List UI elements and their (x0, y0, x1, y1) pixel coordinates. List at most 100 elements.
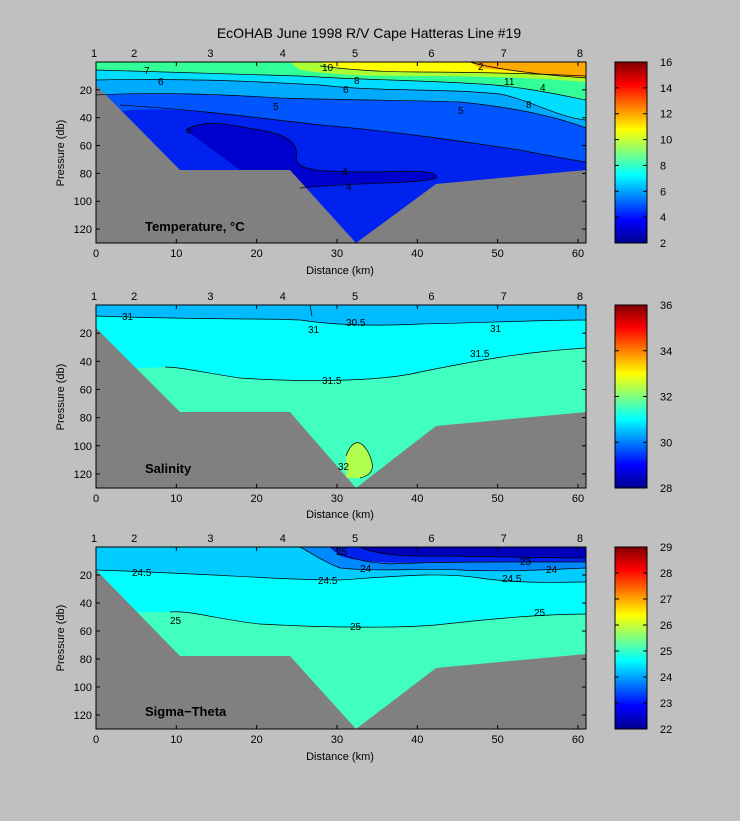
station-label: 3 (207, 48, 213, 60)
colorbar-tick-label: 36 (660, 300, 672, 312)
station-label: 6 (428, 291, 434, 303)
sigma-theta-contour-label: 24 (546, 565, 558, 576)
y-tick-label: 40 (80, 598, 92, 610)
colorbar-tick-label: 10 (660, 135, 672, 147)
station-label: 5 (352, 48, 358, 60)
station-label: 2 (131, 48, 137, 60)
colorbar-tick-label: 14 (660, 83, 672, 95)
sigma-theta-colorbar-ticks: 22 23 24 25 26 27 28 29 (615, 542, 672, 736)
station-label: 7 (501, 48, 507, 60)
salinity-x-ticks: 0 10 20 30 40 50 60 (93, 305, 584, 505)
station-label: 1 (91, 48, 97, 60)
colorbar-tick-label: 2 (660, 238, 666, 250)
temperature-y-axis-label: Pressure (db) (55, 120, 67, 187)
colorbar-tick-label: 4 (660, 212, 666, 224)
temperature-colorbar (614, 61, 648, 244)
y-tick-label: 80 (80, 654, 92, 666)
station-label: 1 (91, 291, 97, 303)
x-tick-label: 0 (93, 493, 99, 505)
y-tick-label: 100 (74, 196, 92, 208)
salinity-station-labels: 1 2 3 4 5 6 7 8 (91, 291, 583, 303)
station-label: 7 (501, 291, 507, 303)
temperature-seafloor (96, 85, 586, 243)
sigma-theta-x-axis-label: Distance (km) (306, 751, 374, 763)
temperature-axes-frame (95, 61, 587, 244)
station-label: 6 (428, 48, 434, 60)
temperature-contour-label: 7 (144, 66, 150, 77)
x-tick-label: 20 (251, 734, 263, 746)
colorbar-tick-label: 26 (660, 620, 672, 632)
colorbar-tick-label: 34 (660, 346, 672, 358)
station-label: 3 (207, 533, 213, 545)
salinity-axes-frame (95, 304, 587, 489)
sigma-theta-contour-label: 25 (534, 608, 546, 619)
x-tick-label: 30 (331, 734, 343, 746)
station-label: 5 (352, 533, 358, 545)
x-tick-label: 40 (411, 734, 423, 746)
x-tick-label: 50 (492, 734, 504, 746)
sigma-theta-contour-label: 25 (336, 547, 348, 558)
station-label: 8 (577, 291, 583, 303)
colorbar-tick-label: 29 (660, 542, 672, 554)
temperature-contour-label: 8 (526, 100, 532, 111)
sigma-theta-contour-label: 25 (170, 616, 182, 627)
sigma-theta-panel-label: Sigma−Theta (145, 704, 227, 719)
sigma-theta-y-axis-label: Pressure (db) (55, 605, 67, 672)
y-tick-label: 60 (80, 626, 92, 638)
panel-salinity: 31 31 30.5 31 31.5 31.5 32 Salinity 0 10 2… (55, 291, 672, 521)
colorbar-tick-label: 28 (660, 483, 672, 495)
sigma-theta-contour-label: 24.5 (318, 576, 338, 587)
x-tick-label: 60 (572, 734, 584, 746)
y-tick-label: 80 (80, 168, 92, 180)
y-tick-label: 60 (80, 384, 92, 396)
salinity-field (95, 304, 587, 488)
salinity-y-axis-label: Pressure (db) (55, 364, 67, 431)
salinity-x-axis-label: Distance (km) (306, 509, 374, 521)
colorbar-tick-label: 16 (660, 57, 672, 69)
x-tick-label: 30 (331, 493, 343, 505)
temperature-panel-label: Temperature, °C (145, 219, 245, 234)
x-tick-label: 10 (170, 493, 182, 505)
y-tick-label: 100 (74, 682, 92, 694)
salinity-colorbar-ticks: 28 30 32 34 36 (615, 300, 672, 495)
temperature-contour-label: 5 (273, 102, 279, 113)
colorbar-tick-label: 8 (660, 160, 666, 172)
y-tick-label: 120 (74, 710, 92, 722)
y-tick-label: 20 (80, 85, 92, 97)
temperature-contour-label: 5 (458, 106, 464, 117)
temperature-contour-label: 2 (478, 62, 484, 73)
sigma-theta-station-labels: 1 2 3 4 5 6 7 8 (91, 533, 583, 545)
station-label: 4 (280, 48, 286, 60)
colorbar-tick-label: 27 (660, 594, 672, 606)
colorbar-tick-label: 23 (660, 698, 672, 710)
station-label: 6 (428, 533, 434, 545)
y-tick-label: 20 (80, 570, 92, 582)
y-tick-label: 40 (80, 113, 92, 125)
colorbar-tick-label: 12 (660, 109, 672, 121)
sigma-theta-contour-label: 25 (350, 622, 362, 633)
sigma-theta-contour-label: 24.5 (132, 568, 152, 579)
temperature-contour-label: 4 (342, 167, 348, 178)
x-tick-label: 40 (411, 493, 423, 505)
station-label: 8 (577, 48, 583, 60)
salinity-colorbar (614, 304, 648, 489)
station-label: 2 (131, 291, 137, 303)
x-tick-label: 50 (492, 493, 504, 505)
temperature-contour-label: 4 (346, 182, 352, 193)
colorbar-tick-label: 30 (660, 437, 672, 449)
salinity-contour-label: 31.5 (470, 349, 490, 360)
temperature-contour-label: 10 (322, 63, 334, 74)
colorbar-tick-label: 32 (660, 392, 672, 404)
sigma-theta-y-ticks: 20 40 60 80 100 120 (74, 570, 586, 722)
sigma-theta-contour-label: 23 (520, 557, 532, 568)
temperature-contour-label: 6 (343, 85, 349, 96)
temperature-x-ticks: 0 10 20 30 40 50 60 (93, 62, 584, 260)
x-tick-label: 30 (331, 248, 343, 260)
station-label: 8 (577, 533, 583, 545)
x-tick-label: 0 (93, 734, 99, 746)
salinity-contour-label: 31.5 (322, 376, 342, 387)
salinity-y-ticks: 20 40 60 80 100 120 (74, 328, 586, 481)
y-tick-label: 120 (74, 224, 92, 236)
temperature-y-ticks: 20 40 60 80 100 120 (74, 85, 586, 236)
